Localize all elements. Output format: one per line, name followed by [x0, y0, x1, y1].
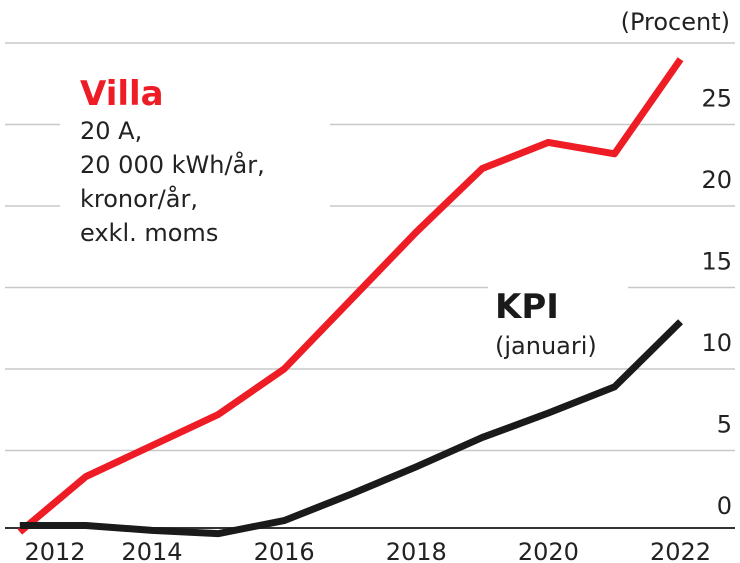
y-tick-label: 0: [717, 492, 732, 520]
series-label: KPI: [495, 287, 559, 327]
series-note: kronor/år,: [80, 184, 198, 213]
series-note: (januari): [495, 332, 597, 360]
label-background: [60, 70, 330, 242]
x-tick-label: 2018: [386, 538, 447, 563]
unit-label: (Procent): [621, 8, 730, 36]
y-tick-label: 5: [717, 411, 732, 439]
series-note: exkl. moms: [80, 219, 218, 247]
label-background: [488, 285, 628, 365]
x-tick-label: 2020: [518, 538, 579, 563]
x-tick-label: 2022: [650, 538, 711, 563]
y-tick-label: 15: [701, 248, 732, 276]
y-tick-label: 25: [701, 85, 732, 113]
y-tick-label: 10: [701, 329, 732, 357]
x-tick-label: 2014: [121, 538, 182, 563]
y-tick-label: 20: [701, 166, 732, 194]
line-series: [17, 57, 684, 535]
x-tick-label: 2012: [24, 538, 85, 563]
series-note: 20 A,: [80, 117, 142, 145]
series-note: 20 000 kWh/år,: [80, 150, 265, 179]
x-tick-label: 2016: [254, 538, 315, 563]
line-series: [19, 319, 683, 538]
series-label: Villa: [80, 74, 164, 114]
